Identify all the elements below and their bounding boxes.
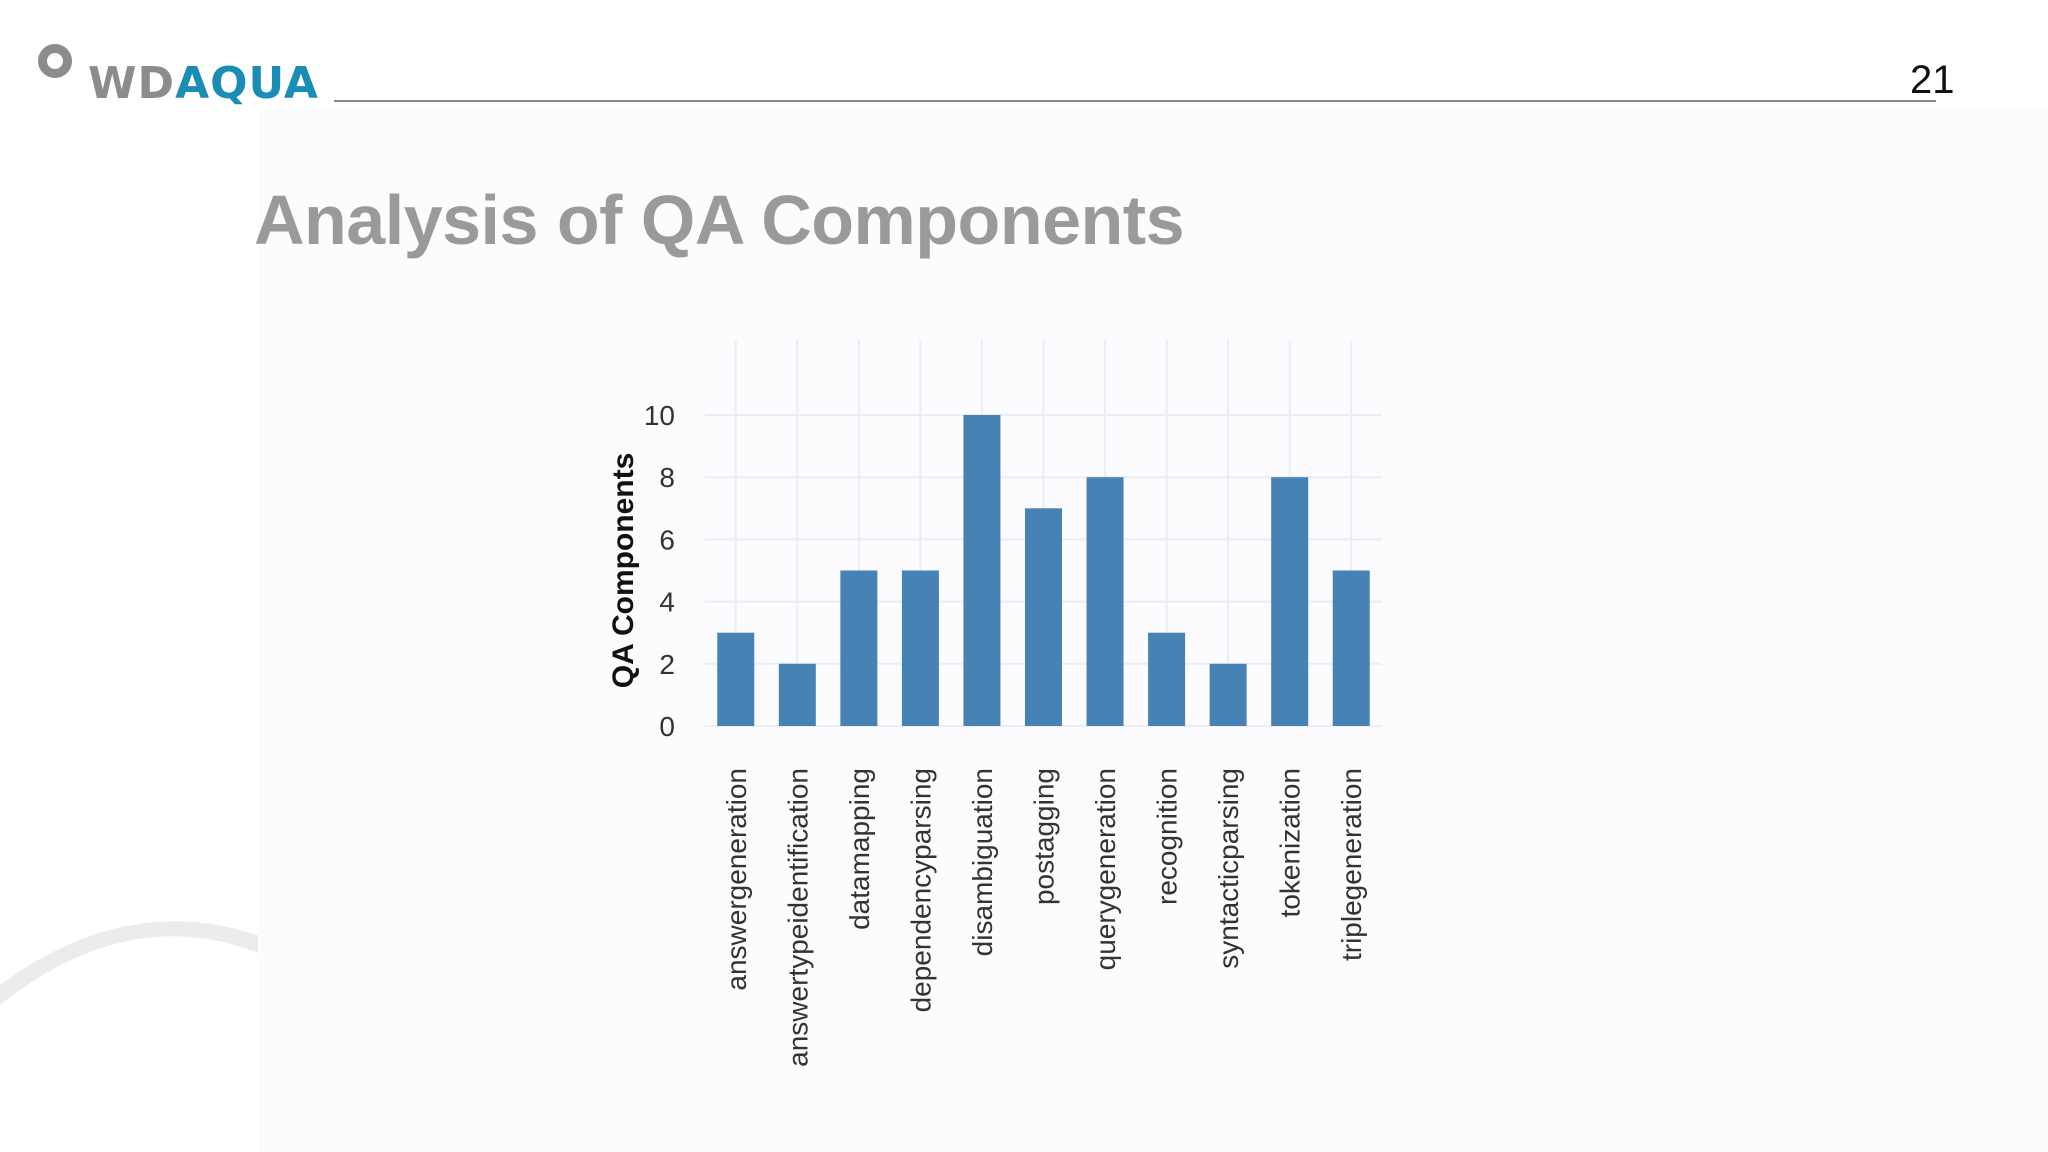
bar xyxy=(1332,570,1370,726)
y-tick-label: 4 xyxy=(659,587,675,618)
slide-title: Analysis of QA Components xyxy=(254,181,1185,259)
bar xyxy=(1086,477,1124,726)
x-tick-label: answergeneration xyxy=(721,768,752,991)
logo-text-wd: WD xyxy=(88,58,176,109)
bar xyxy=(1148,632,1186,726)
x-tick-label: syntacticparsing xyxy=(1213,768,1244,969)
bar xyxy=(1271,477,1309,726)
y-tick-label: 8 xyxy=(659,462,675,493)
bar xyxy=(717,632,755,726)
y-axis-title: QA Components xyxy=(607,453,640,689)
bar xyxy=(1209,663,1247,726)
x-tick-label: datamapping xyxy=(844,768,875,930)
x-tick-label: answertypeidentification xyxy=(782,768,813,1067)
logo-text: WDAQUA xyxy=(88,62,319,110)
x-tick-label: dependencyparsing xyxy=(905,768,936,1012)
bar xyxy=(840,570,878,726)
header-divider xyxy=(334,100,1936,102)
bar xyxy=(778,663,816,726)
y-tick-label: 6 xyxy=(659,524,675,555)
bar xyxy=(1025,508,1062,726)
bar xyxy=(901,570,939,726)
bar xyxy=(963,415,1001,726)
chart-panel xyxy=(258,110,2048,1152)
x-tick-label: recognition xyxy=(1152,768,1183,905)
wdaqua-logo: WDAQUA xyxy=(36,40,319,110)
y-tick-label: 0 xyxy=(659,711,675,742)
x-tick-label: triplegeneration xyxy=(1336,768,1367,961)
page-number: 21 xyxy=(1910,58,1955,102)
x-tick-label: postagging xyxy=(1029,768,1060,905)
y-tick-label: 10 xyxy=(644,400,675,431)
logo-text-aqua: AQUA xyxy=(175,58,319,109)
y-tick-label: 2 xyxy=(659,649,675,680)
logo-ring-icon xyxy=(38,44,72,78)
x-tick-label: querygeneration xyxy=(1090,768,1121,970)
x-tick-label: tokenization xyxy=(1275,768,1306,917)
x-tick-label: disambiguation xyxy=(967,768,998,956)
